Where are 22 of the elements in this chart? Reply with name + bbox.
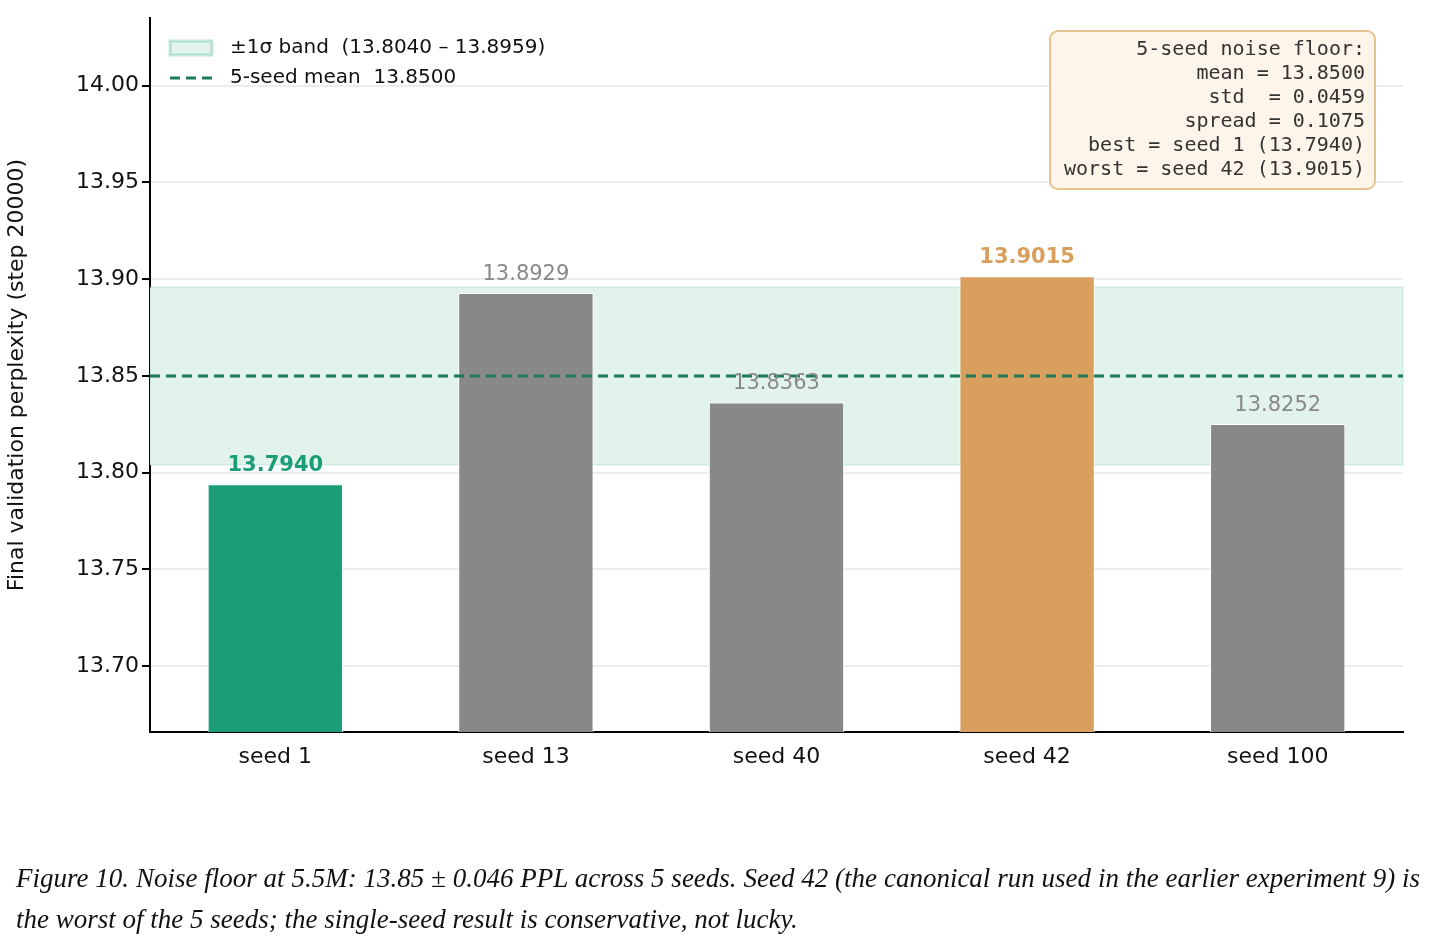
legend-label: ±1σ band (13.8040 – 13.8959) — [230, 34, 546, 59]
y-tick-label: 13.90 — [76, 264, 139, 290]
x-tick-label: seed 42 — [983, 742, 1071, 768]
y-tick-label: 13.85 — [76, 361, 139, 387]
legend-label: 5-seed mean 13.8500 — [230, 64, 457, 89]
y-tick-label: 13.80 — [76, 458, 139, 484]
y-tick-label: 13.95 — [76, 168, 139, 194]
data-label: 13.8929 — [482, 260, 570, 285]
y-tick-label: 13.70 — [76, 651, 139, 677]
x-tick-label: seed 13 — [482, 742, 570, 768]
y-tick-label: 13.75 — [76, 555, 139, 581]
data-label: 13.9015 — [979, 244, 1075, 269]
caption: Figure 10. Noise floor at 5.5M: 13.85 ± 0.046 PPL across 5 seeds. Seed 42 (the canonical run used in the earlier experiment 9) is the worst of the 5 seeds; the single-seed result is conservative, not lucky. — [16, 862, 1420, 936]
data-label: 13.8252 — [1234, 391, 1322, 416]
y-axis-title: Final validation perplexity (step 20000) — [2, 158, 28, 592]
data-label: 13.8363 — [733, 370, 820, 395]
annotation: 5-seed noise floor: mean = 13.8500 std = 0.0459 spread = 0.1075 best = seed 1 (13.7940) worst = seed 42 (13.9015) — [1063, 36, 1365, 181]
y-tick-label: 14.00 — [76, 71, 139, 97]
x-tick-label: seed 1 — [238, 742, 313, 768]
x-tick-label: seed 100 — [1226, 742, 1329, 768]
x-tick-label: seed 40 — [732, 742, 821, 768]
data-label: 13.7940 — [227, 452, 324, 477]
